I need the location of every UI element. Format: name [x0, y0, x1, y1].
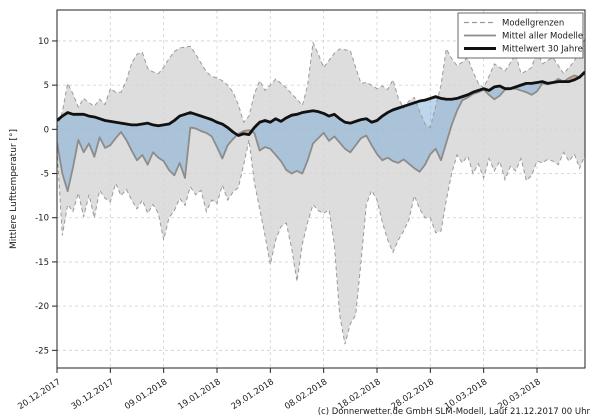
x-axis: 20.12.2017 30.12.2017 09.01.2018 19.01.2018…: [16, 368, 543, 412]
svg-text:0: 0: [44, 125, 49, 135]
svg-text:-10: -10: [35, 214, 49, 224]
svg-text:29.01.2018: 29.01.2018: [230, 377, 276, 412]
legend-label: Modellgrenzen: [502, 19, 564, 29]
below-normal-fill: [57, 71, 585, 192]
lower-bound-line: [57, 139, 585, 345]
svg-text:30.12.2017: 30.12.2017: [70, 377, 116, 412]
svg-text:10: 10: [38, 37, 49, 47]
climate-mean-line: [57, 70, 585, 137]
legend-label: Mittel aller Modelle: [502, 32, 583, 42]
svg-text:09.01.2018: 09.01.2018: [123, 377, 169, 412]
svg-text:-25: -25: [35, 346, 49, 356]
axis-ylabel: Mittlere Lufttemperatur [°]: [9, 129, 19, 249]
svg-text:-5: -5: [41, 170, 49, 180]
y-axis: 10 5 0 -5 -10 -15 -20 -25: [35, 37, 57, 356]
svg-text:-15: -15: [35, 258, 49, 268]
footer-credit: (c) Donnerwetter.de GmbH SLM-Modell, Lau…: [317, 407, 590, 417]
svg-text:19.01.2018: 19.01.2018: [176, 377, 222, 412]
svg-text:-20: -20: [35, 302, 49, 312]
model-mean-line: [57, 72, 585, 193]
model-range-band: [57, 39, 585, 345]
legend: Modellgrenzen Mittel aller Modelle Mittelw…: [457, 12, 584, 59]
plot-border: [56, 9, 586, 369]
upper-bound-line: [57, 38, 585, 130]
legend-label: Mittelwert 30 Jahre: [502, 45, 583, 55]
svg-text:20.12.2017: 20.12.2017: [16, 377, 62, 412]
svg-text:5: 5: [44, 81, 49, 91]
